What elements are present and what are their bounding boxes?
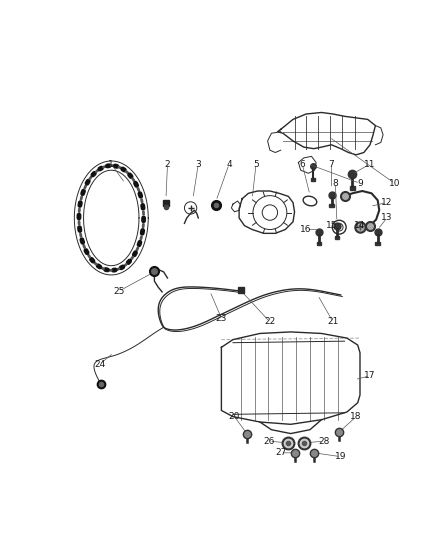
Bar xyxy=(375,242,380,245)
Text: 15: 15 xyxy=(326,221,337,230)
Text: 9: 9 xyxy=(357,179,363,188)
Text: 13: 13 xyxy=(381,213,393,222)
Bar xyxy=(329,204,334,207)
Text: 11: 11 xyxy=(364,159,376,168)
Text: 22: 22 xyxy=(264,318,276,326)
Bar xyxy=(335,236,339,239)
Text: 19: 19 xyxy=(335,452,346,461)
Text: 7: 7 xyxy=(328,159,334,168)
Text: 3: 3 xyxy=(195,159,201,168)
Text: 6: 6 xyxy=(299,159,305,168)
Text: 26: 26 xyxy=(263,437,275,446)
Text: 16: 16 xyxy=(300,225,312,234)
Text: 21: 21 xyxy=(327,318,339,326)
Text: 12: 12 xyxy=(381,198,392,207)
Text: 5: 5 xyxy=(253,159,259,168)
Text: 24: 24 xyxy=(94,360,106,369)
Text: 27: 27 xyxy=(275,448,286,457)
Text: 4: 4 xyxy=(226,159,232,168)
Text: 28: 28 xyxy=(318,437,329,446)
Text: 25: 25 xyxy=(113,287,125,296)
Text: 20: 20 xyxy=(229,412,240,421)
Text: 1: 1 xyxy=(109,159,114,168)
Text: 2: 2 xyxy=(165,159,170,168)
Text: 14: 14 xyxy=(354,221,366,230)
Text: 17: 17 xyxy=(364,372,376,381)
Text: 8: 8 xyxy=(332,179,338,188)
Bar xyxy=(311,178,315,181)
Text: 18: 18 xyxy=(350,412,362,421)
Bar xyxy=(350,187,355,190)
Bar xyxy=(317,242,321,245)
Text: 10: 10 xyxy=(389,179,400,188)
Text: 23: 23 xyxy=(215,313,227,322)
